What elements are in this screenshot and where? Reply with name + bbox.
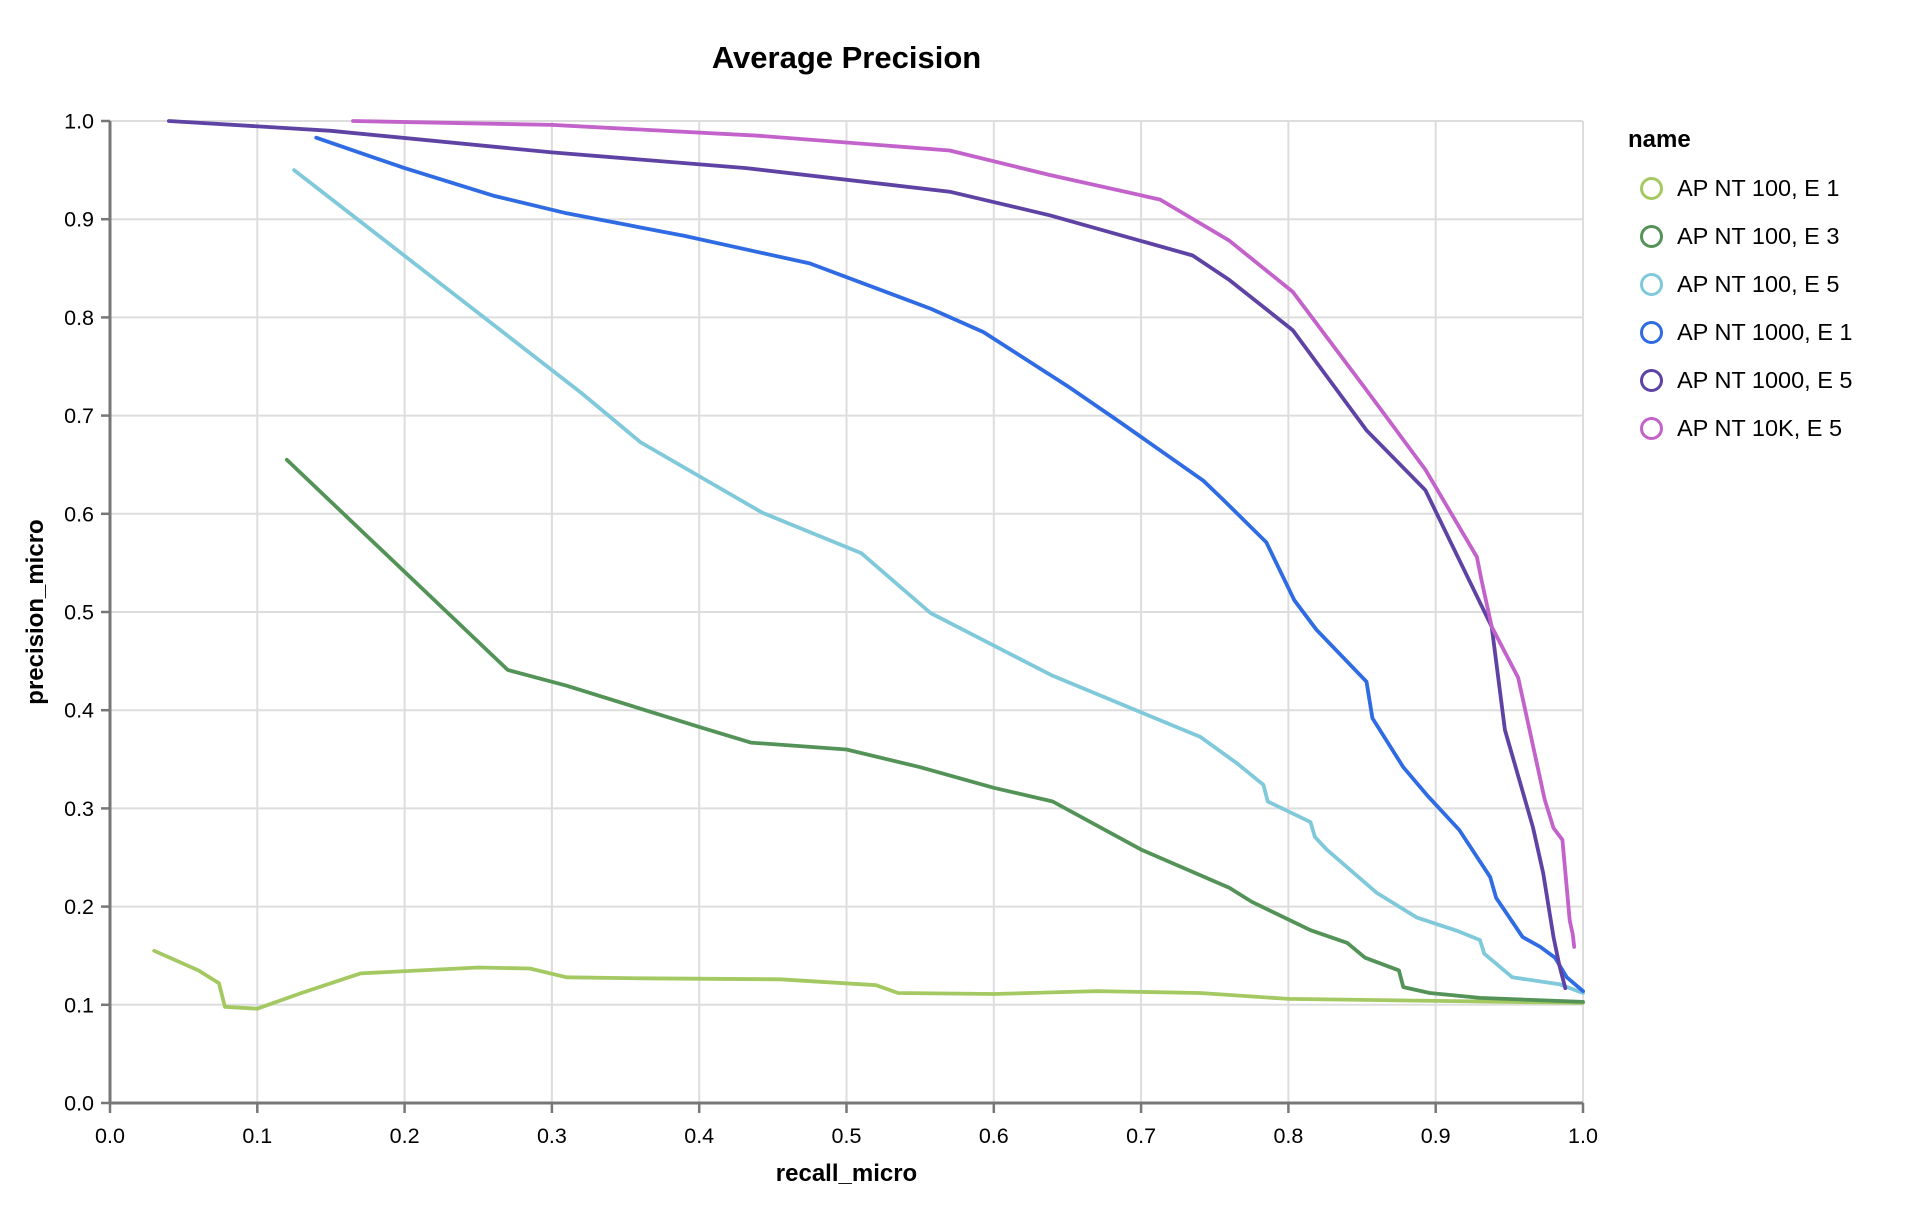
x-tick-label: 1.0 [1568,1124,1598,1148]
x-tick-label: 0.7 [1126,1124,1156,1148]
series-line-4 [167,119,1568,990]
x-tick-label: 0.8 [1273,1124,1303,1148]
legend-circle-icon [1640,224,1663,248]
y-tick-label: 0.0 [64,1092,94,1116]
y-tick-label: 0.3 [64,797,94,821]
legend-item-3: AP NT 1000, E 1 [1616,308,1853,356]
legend-item-4: AP NT 1000, E 5 [1616,356,1853,404]
legend: name AP NT 100, E 1 AP NT 100, E 3 AP NT 1… [1616,126,1853,452]
y-tick-label: 0.6 [64,502,94,526]
legend-item-0: AP NT 100, E 1 [1616,164,1853,212]
legend-item-label: AP NT 10K, E 5 [1677,414,1843,441]
x-tick-label: 0.5 [832,1124,862,1148]
legend-circle-icon [1640,272,1663,296]
legend-circle-icon [1640,368,1663,392]
legend-item-1: AP NT 100, E 3 [1616,212,1853,260]
y-axis-title: precision_micro [22,519,49,705]
legend-circle-icon [1640,176,1663,200]
legend-title: name [1628,126,1691,153]
legend-item-5: AP NT 10K, E 5 [1616,404,1853,452]
y-tick-label: 1.0 [64,110,94,134]
legend-item-label: AP NT 100, E 5 [1677,270,1840,297]
y-tick-label: 0.5 [64,601,94,625]
legend-items: AP NT 100, E 1 AP NT 100, E 3 AP NT 100, E… [1616,164,1853,452]
y-tick-label: 0.9 [64,208,94,232]
legend-item-label: AP NT 100, E 3 [1677,222,1840,249]
x-axis-title: recall_micro [775,1160,918,1187]
series-line-2 [292,168,1585,995]
legend-circle-icon [1640,416,1663,440]
x-tick-label: 0.1 [242,1124,272,1148]
chart-title: Average Precision [711,40,982,75]
x-tick-label: 0.2 [390,1124,420,1148]
legend-item-label: AP NT 1000, E 5 [1677,366,1853,393]
series-line-3 [314,135,1585,993]
gridlines [109,120,1584,1104]
legend-item-label: AP NT 1000, E 1 [1677,318,1853,345]
legend-circle-icon [1640,320,1663,344]
axes: 0.0 0.1 0.2 0.3 0.4 0.5 0.6 0.7 0.8 0.9 1.0 0.0 0.1 0… [64,110,1598,1149]
y-tick-label: 0.1 [64,993,94,1017]
series-line-1 [284,457,1585,1004]
legend-item-label: AP NT 100, E 1 [1677,174,1840,201]
x-tick-label: 0.4 [684,1124,714,1148]
y-tick-label: 0.7 [64,404,94,428]
x-tick-label: 0.6 [979,1124,1009,1148]
legend-item-2: AP NT 100, E 5 [1616,260,1853,308]
y-tick-label: 0.2 [64,895,94,919]
axis-tick-labels: 0.0 0.1 0.2 0.3 0.4 0.5 0.6 0.7 0.8 0.9 1.0 0.0 0.1 0… [64,110,1598,1149]
x-tick-label: 0.3 [537,1124,567,1148]
axis-ticks [101,119,1585,1113]
x-tick-label: 0.0 [95,1124,125,1148]
series-line-5 [351,119,1577,949]
y-tick-label: 0.8 [64,306,94,330]
series-line-0 [152,948,1585,1011]
x-tick-label: 0.9 [1421,1124,1451,1148]
y-tick-label: 0.4 [64,699,94,723]
series-lines [152,119,1585,1011]
